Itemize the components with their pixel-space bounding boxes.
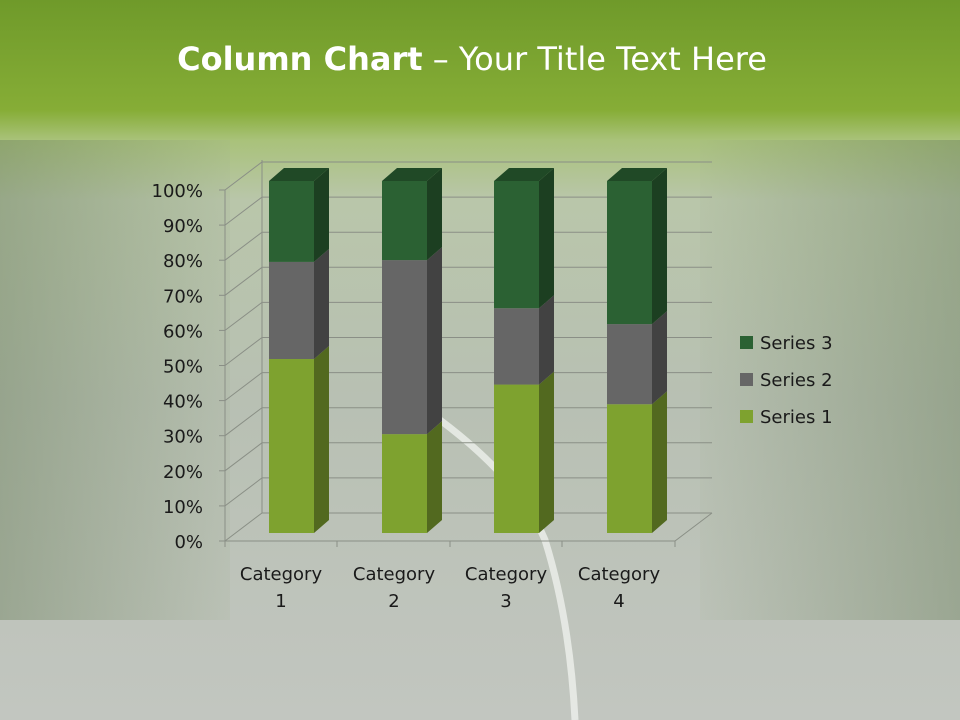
bar-side-face bbox=[314, 248, 329, 360]
bar-front-face bbox=[269, 359, 314, 533]
bar-side-face bbox=[427, 247, 442, 435]
bar-side-face bbox=[427, 168, 442, 261]
slide-title: Column Chart – Your Title Text Here bbox=[0, 40, 944, 78]
bar-segment bbox=[607, 311, 667, 405]
y-tick-label: 50% bbox=[163, 357, 203, 378]
bar-side-face bbox=[539, 371, 554, 533]
bar-segment bbox=[269, 168, 329, 262]
bar-top-face bbox=[607, 168, 667, 181]
y-tick-label: 20% bbox=[163, 462, 203, 483]
bar-segment bbox=[269, 248, 329, 360]
legend-swatch bbox=[740, 336, 753, 349]
legend-item: Series 1 bbox=[740, 407, 833, 428]
x-category-label: Category 4 bbox=[578, 564, 661, 612]
bar-side-face bbox=[427, 421, 442, 533]
y-tick-label: 90% bbox=[163, 216, 203, 237]
bar-top-face bbox=[494, 168, 554, 181]
bar-top-face bbox=[269, 168, 329, 181]
bar-segment bbox=[269, 346, 329, 533]
bar-side-face bbox=[652, 168, 667, 325]
bar-front-face bbox=[607, 404, 652, 533]
bar-front-face bbox=[269, 261, 314, 360]
bar-segment bbox=[607, 168, 667, 325]
title-bold: Column Chart bbox=[177, 40, 423, 78]
x-category-label: Category 1 bbox=[240, 564, 323, 612]
y-tick-label: 80% bbox=[163, 251, 203, 272]
y-tick-label: 60% bbox=[163, 321, 203, 342]
y-tick-label: 0% bbox=[174, 532, 203, 553]
legend-label: Series 1 bbox=[760, 407, 833, 428]
bar-side-face bbox=[314, 168, 329, 262]
bar-front-face bbox=[382, 434, 427, 533]
y-tick-label: 40% bbox=[163, 392, 203, 413]
road-line bbox=[437, 417, 579, 720]
bar-front-face bbox=[269, 181, 314, 262]
bar-side-face bbox=[652, 311, 667, 405]
bar-segment bbox=[494, 371, 554, 533]
bar-front-face bbox=[382, 181, 427, 261]
y-tick-label: 100% bbox=[152, 181, 203, 202]
x-category-label: Category 2 bbox=[353, 564, 436, 612]
title-rest: – Your Title Text Here bbox=[422, 40, 767, 78]
legend-label: Series 3 bbox=[760, 333, 833, 354]
bar-segment bbox=[382, 168, 442, 261]
legend-swatch bbox=[740, 410, 753, 423]
background-forest-left bbox=[0, 140, 230, 620]
bar-front-face bbox=[494, 308, 539, 385]
bar-front-face bbox=[494, 384, 539, 533]
bar-front-face bbox=[382, 260, 427, 435]
y-tick-label: 10% bbox=[163, 497, 203, 518]
legend-swatch bbox=[740, 373, 753, 386]
x-category-label: Category 3 bbox=[465, 564, 548, 612]
bar-front-face bbox=[607, 324, 652, 405]
bar-segment bbox=[494, 295, 554, 385]
bar-segment bbox=[607, 391, 667, 533]
legend-label: Series 2 bbox=[760, 370, 833, 391]
legend-item: Series 2 bbox=[740, 370, 833, 391]
bar-side-face bbox=[539, 168, 554, 309]
bar-side-face bbox=[314, 346, 329, 533]
bar-segment bbox=[382, 421, 442, 533]
bar-front-face bbox=[607, 181, 652, 325]
legend-item: Series 3 bbox=[740, 333, 833, 354]
bar-top-face bbox=[382, 168, 442, 181]
bar-front-face bbox=[494, 181, 539, 309]
y-tick-label: 30% bbox=[163, 427, 203, 448]
bar-side-face bbox=[539, 295, 554, 385]
bar-segment bbox=[494, 168, 554, 309]
bar-side-face bbox=[652, 391, 667, 533]
y-tick-label: 70% bbox=[163, 286, 203, 307]
bar-segment bbox=[382, 247, 442, 435]
